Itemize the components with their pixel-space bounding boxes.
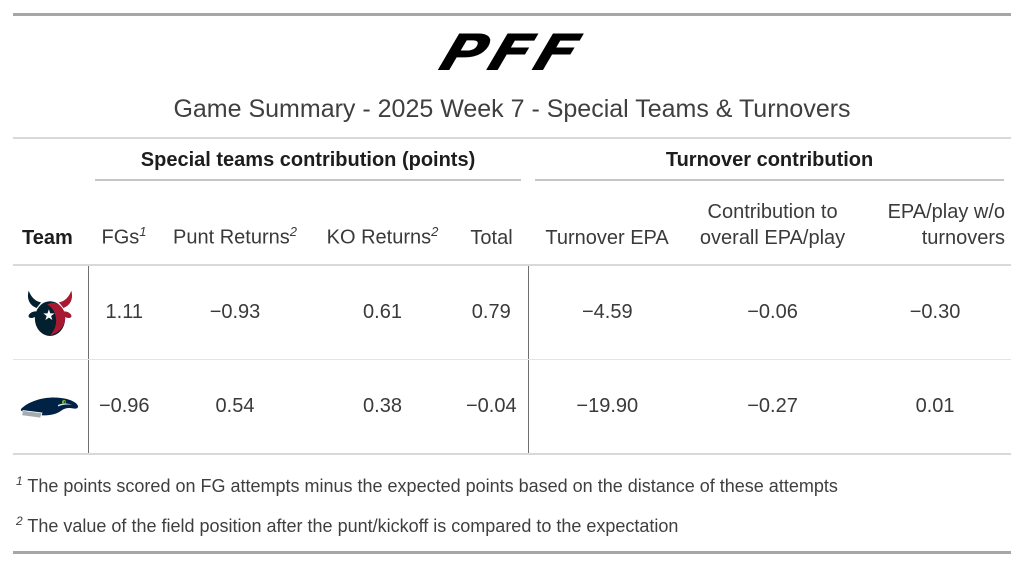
stats-table: Special teams contribution (points) Turn… xyxy=(13,139,1012,455)
team-cell-texans xyxy=(13,265,89,360)
column-header-total: Total xyxy=(455,193,529,266)
footnote-2-marker: 2 xyxy=(16,514,23,528)
group-header-row: Special teams contribution (points) Turn… xyxy=(13,139,1011,193)
footnote-ref-2: 2 xyxy=(431,224,439,240)
column-header-fgs: FGs1 xyxy=(88,193,160,266)
group-header-spacer xyxy=(13,139,88,193)
bottom-divider xyxy=(13,551,1011,554)
footnote-ref-1: 1 xyxy=(139,224,147,240)
footnote-2-text: The value of the field position after th… xyxy=(27,516,679,536)
footnote-1-marker: 1 xyxy=(16,474,23,488)
group-header-special-teams: Special teams contribution (points) xyxy=(88,139,528,193)
group-header-turnover-label: Turnover contribution xyxy=(535,149,1005,181)
cell-seahawks-fgs: −0.96 xyxy=(88,359,160,455)
table-row-seahawks: −0.96 0.54 0.38 −0.04 −19.90 −0.27 0.01 xyxy=(13,359,1012,455)
column-header-team: Team xyxy=(13,193,88,266)
column-header-epa-wo-turnovers: EPA/play w/o turnovers xyxy=(859,193,1012,266)
pff-logo: PFF xyxy=(13,24,1011,82)
seahawks-logo-icon xyxy=(21,397,79,419)
column-header-row: Team FGs1 Punt Returns2 KO Returns2 Tota… xyxy=(13,193,1012,266)
table-row-texans: 1.11 −0.93 0.61 0.79 −4.59 −0.06 −0.30 xyxy=(13,265,1012,360)
cell-texans-turnover-epa: −4.59 xyxy=(528,265,687,360)
team-cell-seahawks xyxy=(13,359,89,455)
page-title: Game Summary - 2025 Week 7 - Special Tea… xyxy=(173,95,851,123)
cell-seahawks-epa-wo-turnovers: 0.01 xyxy=(859,359,1012,455)
cell-texans-ko-returns: 0.61 xyxy=(310,265,455,360)
title-divider xyxy=(13,137,1011,139)
cell-texans-contribution-epa: −0.06 xyxy=(686,265,860,360)
footnote-1: 1 The points scored on FG attempts minus… xyxy=(16,468,1011,499)
cell-texans-total: 0.79 xyxy=(455,265,529,360)
cell-seahawks-punt-returns: 0.54 xyxy=(160,359,310,455)
report-page: PFF Game Summary - 2025 Week 7 - Special… xyxy=(0,13,1024,554)
pff-logo-text: PFF xyxy=(432,24,592,82)
column-header-punt-returns: Punt Returns2 xyxy=(160,193,310,266)
top-divider xyxy=(13,13,1011,16)
cell-seahawks-ko-returns: 0.38 xyxy=(310,359,455,455)
group-header-special-teams-label: Special teams contribution (points) xyxy=(95,149,522,181)
column-header-turnover-epa: Turnover EPA xyxy=(528,193,687,266)
cell-seahawks-contribution-epa: −0.27 xyxy=(686,359,860,455)
cell-texans-punt-returns: −0.93 xyxy=(160,265,310,360)
group-header-turnover: Turnover contribution xyxy=(528,139,1011,193)
footnote-ref-2: 2 xyxy=(289,224,297,240)
footnotes: 1 The points scored on FG attempts minus… xyxy=(13,468,1011,539)
cell-seahawks-total: −0.04 xyxy=(455,359,529,455)
cell-texans-fgs: 1.11 xyxy=(88,265,160,360)
cell-seahawks-turnover-epa: −19.90 xyxy=(528,359,687,455)
footnote-2: 2 The value of the field position after … xyxy=(16,508,1011,539)
footnote-1-text: The points scored on FG attempts minus t… xyxy=(27,476,838,496)
cell-texans-epa-wo-turnovers: −0.30 xyxy=(859,265,1012,360)
texans-logo-icon xyxy=(28,290,73,336)
column-header-ko-returns: KO Returns2 xyxy=(310,193,455,266)
column-header-contribution-epa: Contribution to overall EPA/play xyxy=(686,193,860,266)
